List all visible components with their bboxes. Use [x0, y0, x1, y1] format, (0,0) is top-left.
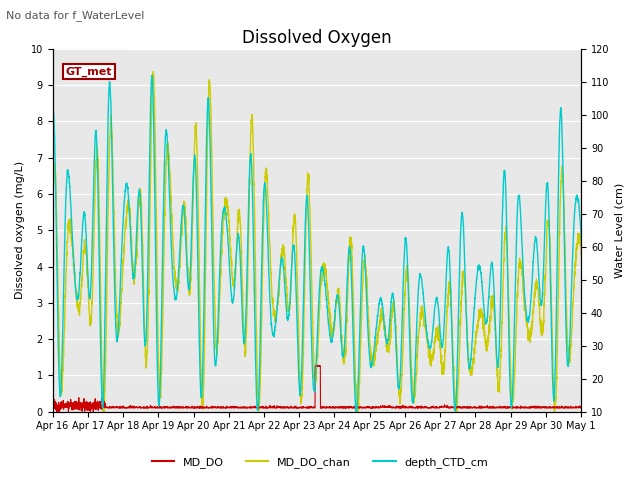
depth_CTD_cm [49, 117, 56, 123]
MD_DO_chan [252, 280, 259, 286]
Legend: MD_DO, MD_DO_chan, depth_CTD_cm: MD_DO, MD_DO_chan, depth_CTD_cm [147, 452, 493, 472]
depth_CTD_cm [148, 72, 156, 78]
depth_CTD_cm [275, 289, 282, 295]
Y-axis label: Dissolved oxygen (mg/L): Dissolved oxygen (mg/L) [15, 161, 25, 300]
MD_DO_chan [275, 293, 282, 299]
depth_CTD_cm [352, 409, 360, 415]
Text: GT_met: GT_met [66, 66, 112, 77]
depth_CTD_cm [109, 195, 116, 201]
MD_DO_chan [109, 169, 117, 175]
Line: MD_DO: MD_DO [52, 365, 581, 412]
MD_DO [275, 404, 282, 410]
MD_DO [252, 403, 259, 409]
MD_DO_chan [141, 320, 148, 326]
MD_DO_chan [150, 69, 157, 74]
MD_DO [141, 405, 148, 411]
MD_DO_chan [49, 210, 56, 216]
MD_DO [49, 403, 56, 408]
depth_CTD_cm [140, 331, 148, 336]
MD_DO [510, 405, 518, 410]
MD_DO_chan [510, 379, 518, 384]
MD_DO [567, 404, 575, 410]
Text: No data for f_WaterLevel: No data for f_WaterLevel [6, 10, 145, 21]
MD_DO [49, 409, 56, 415]
depth_CTD_cm [510, 328, 518, 334]
MD_DO [312, 362, 320, 368]
MD_DO [577, 404, 585, 410]
depth_CTD_cm [252, 351, 259, 357]
depth_CTD_cm [567, 294, 575, 300]
Y-axis label: Water Level (cm): Water Level (cm) [615, 183, 625, 278]
MD_DO_chan [99, 409, 107, 415]
MD_DO_chan [577, 252, 585, 258]
Title: Dissolved Oxygen: Dissolved Oxygen [242, 29, 392, 48]
MD_DO_chan [567, 342, 575, 348]
depth_CTD_cm [577, 237, 585, 242]
Line: depth_CTD_cm: depth_CTD_cm [52, 75, 581, 412]
Line: MD_DO_chan: MD_DO_chan [52, 72, 581, 412]
MD_DO [109, 404, 117, 410]
